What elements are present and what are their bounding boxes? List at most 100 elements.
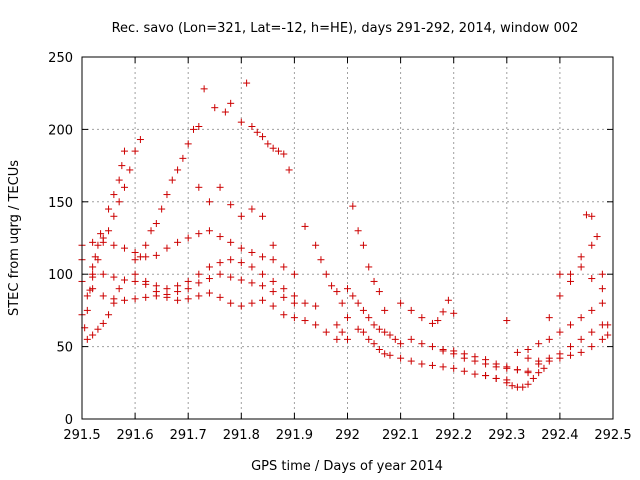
data-point <box>211 104 219 112</box>
data-point <box>216 270 224 278</box>
x-tick-label: 291.6 <box>116 428 153 443</box>
data-point <box>89 285 97 293</box>
data-point <box>524 369 532 377</box>
data-point <box>94 325 102 333</box>
data-point <box>365 314 373 322</box>
data-point <box>428 319 436 327</box>
x-tick-label: 292.5 <box>594 428 631 443</box>
data-point <box>110 212 118 220</box>
data-point <box>354 299 362 307</box>
data-point <box>248 279 256 287</box>
x-tick-label: 291.5 <box>63 428 100 443</box>
y-tick-label: 150 <box>48 196 73 211</box>
data-point <box>503 379 511 387</box>
data-point <box>365 335 373 343</box>
x-tick-label: 291.9 <box>276 428 313 443</box>
data-point <box>344 314 351 322</box>
data-point <box>110 241 118 249</box>
data-point <box>99 234 107 242</box>
data-point <box>184 234 192 242</box>
data-point <box>344 335 351 343</box>
data-point <box>205 275 213 283</box>
y-axis-label: STEC from uqrg / TECUs <box>7 160 22 316</box>
data-point <box>195 292 203 300</box>
data-point <box>216 233 224 241</box>
x-tick-label: 292.1 <box>382 428 419 443</box>
data-point <box>556 270 564 278</box>
data-point <box>248 263 256 271</box>
data-point <box>237 244 245 252</box>
data-point <box>407 306 415 314</box>
data-point <box>407 335 415 343</box>
data-point <box>163 191 171 199</box>
data-point <box>354 227 362 235</box>
data-point <box>450 347 458 355</box>
data-point <box>418 360 426 368</box>
data-point <box>152 288 160 296</box>
data-point <box>301 299 309 307</box>
data-point <box>333 335 341 343</box>
data-point <box>508 382 516 390</box>
data-point <box>237 118 245 126</box>
data-point <box>99 270 107 278</box>
data-point <box>397 299 405 307</box>
data-point <box>248 205 256 213</box>
data-point <box>567 343 575 351</box>
data-point <box>524 345 532 353</box>
data-point <box>269 302 277 310</box>
data-point <box>163 293 171 301</box>
data-point <box>280 263 288 271</box>
data-point <box>577 335 585 343</box>
data-point <box>110 295 118 303</box>
data-point <box>190 125 198 133</box>
data-point <box>115 285 123 293</box>
data-point <box>89 273 97 281</box>
data-point <box>588 328 596 336</box>
data-point <box>105 311 113 319</box>
data-point <box>269 277 277 285</box>
data-points <box>78 79 612 391</box>
data-point <box>142 253 150 261</box>
data-point <box>540 364 548 372</box>
data-point <box>184 285 192 293</box>
data-point <box>200 85 208 93</box>
data-point <box>471 353 479 361</box>
data-point <box>259 282 267 290</box>
data-point <box>338 328 346 336</box>
data-point <box>588 241 596 249</box>
data-point <box>370 277 378 285</box>
y-tick-label: 200 <box>48 123 73 138</box>
data-point <box>115 176 123 184</box>
data-point <box>259 253 267 261</box>
data-point <box>227 238 235 246</box>
data-point <box>259 296 267 304</box>
data-point <box>471 370 479 378</box>
data-point <box>582 211 590 219</box>
data-point <box>126 166 134 174</box>
data-point <box>577 348 585 356</box>
data-point <box>269 256 277 264</box>
data-point <box>524 380 532 388</box>
data-point <box>195 230 203 238</box>
y-tick-label: 250 <box>48 51 73 66</box>
data-point <box>120 147 128 155</box>
chart-title: Rec. savo (Lon=321, Lat=-12, h=HE), days… <box>112 21 579 36</box>
data-point <box>482 356 490 364</box>
data-point <box>598 335 606 343</box>
data-point <box>397 340 405 348</box>
data-point <box>450 364 458 372</box>
x-tick-labels: 291.5 291.6 291.7 291.8 291.9 292 292.1 292.2 29… <box>63 428 631 443</box>
data-point <box>588 306 596 314</box>
data-point <box>83 292 91 300</box>
data-point <box>142 277 150 285</box>
data-point <box>184 277 192 285</box>
data-point <box>567 351 575 359</box>
data-point <box>280 150 288 158</box>
data-point <box>375 345 383 353</box>
data-point <box>577 263 585 271</box>
data-point <box>94 256 102 264</box>
x-tick-label: 291.8 <box>223 428 260 443</box>
data-point <box>322 328 330 336</box>
data-point <box>386 331 394 339</box>
